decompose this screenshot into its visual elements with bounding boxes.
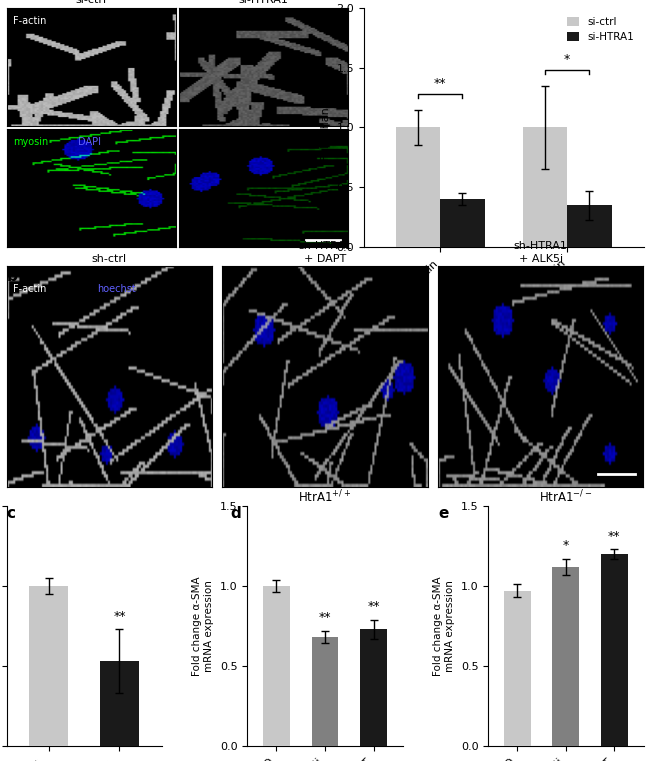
Bar [523, 128, 567, 247]
Bar [263, 586, 290, 746]
Legend: si-ctrl, si-HTRA1: si-ctrl, si-HTRA1 [562, 13, 638, 46]
Text: F-actin: F-actin [12, 284, 46, 294]
Bar [100, 661, 139, 746]
Title: sh-HTRA1
+ ALK5i: sh-HTRA1 + ALK5i [514, 240, 567, 264]
Text: b: b [6, 269, 18, 284]
Bar [440, 199, 485, 247]
Title: HtrA1$^{+/+}$: HtrA1$^{+/+}$ [298, 489, 352, 505]
Y-axis label: Fold change α-SMA
mRNA expression: Fold change α-SMA mRNA expression [192, 576, 215, 676]
Text: VSMC: VSMC [84, 270, 117, 280]
Bar [552, 567, 579, 746]
Bar [360, 629, 387, 746]
Text: **: ** [113, 610, 125, 622]
Text: DAPI: DAPI [77, 137, 101, 147]
Bar [311, 637, 339, 746]
Bar [601, 554, 628, 746]
Title: sh-HTRA1
+ DAPT: sh-HTRA1 + DAPT [298, 240, 352, 264]
Title: si-HTRA1: si-HTRA1 [239, 0, 289, 5]
Y-axis label: Fold change: Fold change [321, 94, 331, 161]
Text: c: c [6, 506, 16, 521]
Bar [396, 128, 440, 247]
Text: *: * [564, 53, 570, 66]
Title: HtrA1$^{-/-}$: HtrA1$^{-/-}$ [540, 489, 592, 505]
Text: F-actin: F-actin [13, 16, 47, 26]
Text: *: * [563, 540, 569, 552]
Bar [29, 586, 68, 746]
Text: **: ** [318, 611, 332, 624]
Title: sh-ctrl: sh-ctrl [92, 254, 127, 264]
Bar [567, 205, 612, 247]
Text: hoechst: hoechst [97, 284, 136, 294]
Y-axis label: Fold change α-SMA
mRNA expression: Fold change α-SMA mRNA expression [433, 576, 455, 676]
Title: si-ctrl: si-ctrl [75, 0, 107, 5]
Text: myosin: myosin [13, 137, 49, 147]
Text: **: ** [608, 530, 621, 543]
Bar [504, 591, 530, 746]
Text: d: d [231, 506, 242, 521]
Text: **: ** [434, 78, 447, 91]
Text: **: ** [367, 600, 380, 613]
Text: a: a [6, 27, 17, 42]
Text: e: e [439, 506, 449, 521]
